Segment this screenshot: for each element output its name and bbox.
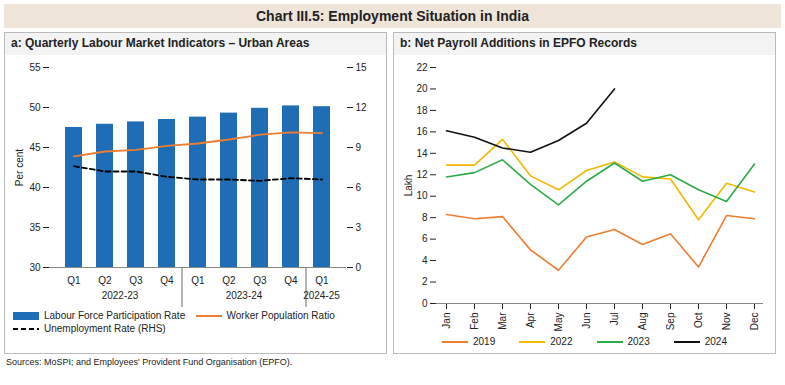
svg-text:Q1: Q1	[315, 275, 329, 286]
svg-text:16: 16	[416, 126, 428, 137]
svg-text:Mar: Mar	[497, 312, 508, 330]
svg-text:Sep: Sep	[665, 312, 676, 330]
svg-text:Q3: Q3	[129, 275, 143, 286]
html-text:Worker Population Ratio: Worker Population Ratio	[226, 310, 335, 321]
svg-text:6: 6	[422, 233, 428, 244]
svg-text:Lakh: Lakh	[403, 175, 414, 197]
svg-text:Jun: Jun	[581, 313, 592, 329]
svg-text:14: 14	[416, 148, 428, 159]
html-text:2022: 2022	[550, 336, 573, 347]
svg-text:Q3: Q3	[253, 275, 267, 286]
svg-text:18: 18	[416, 105, 428, 116]
svg-text:Q1: Q1	[191, 275, 205, 286]
svg-text:30: 30	[29, 262, 41, 273]
svg-text:Q1: Q1	[67, 275, 81, 286]
svg-text:Jul: Jul	[609, 313, 620, 326]
svg-text:9: 9	[356, 142, 362, 153]
svg-text:15: 15	[356, 62, 368, 73]
svg-text:Apr: Apr	[525, 312, 536, 328]
svg-text:3: 3	[356, 222, 362, 233]
svg-text:Q2: Q2	[98, 275, 112, 286]
html-text:Unemployment Rate (RHS): Unemployment Rate (RHS)	[44, 323, 166, 334]
svg-text:0: 0	[356, 262, 362, 273]
svg-text:2: 2	[422, 276, 428, 287]
svg-text:45: 45	[29, 142, 41, 153]
svg-text:Feb: Feb	[469, 312, 480, 330]
svg-text:12: 12	[416, 169, 428, 180]
svg-text:50: 50	[29, 102, 41, 113]
svg-text:Q4: Q4	[160, 275, 174, 286]
svg-text:0: 0	[422, 298, 428, 309]
svg-text:Q4: Q4	[284, 275, 298, 286]
svg-text:Jan: Jan	[441, 313, 452, 329]
html-text:2023: 2023	[627, 336, 650, 347]
svg-text:Dec: Dec	[749, 313, 760, 331]
svg-text:12: 12	[356, 102, 368, 113]
html-text:2019: 2019	[473, 336, 496, 347]
svg-text:10: 10	[416, 190, 428, 201]
svg-text:35: 35	[29, 222, 41, 233]
svg-text:Nov: Nov	[721, 313, 732, 331]
svg-text:22: 22	[416, 62, 428, 73]
svg-text:40: 40	[29, 182, 41, 193]
html-text:b: Net Payroll Additions in EP: b: Net Payroll Additions in EPFO Records	[400, 36, 637, 50]
svg-text:2023-24: 2023-24	[226, 290, 263, 301]
svg-text:8: 8	[422, 212, 428, 223]
svg-text:20: 20	[416, 83, 428, 94]
svg-text:Oct: Oct	[693, 312, 704, 328]
html-text:Labour Force Participation Rat: Labour Force Participation Rate	[44, 310, 186, 321]
svg-text:55: 55	[29, 62, 41, 73]
html-text:a: Quarterly Labour Market Ind: a: Quarterly Labour Market Indicators – …	[11, 36, 310, 50]
html-text:2024: 2024	[704, 336, 727, 347]
html-text:Sources: MoSPI; and Employees': Sources: MoSPI; and Employees' Provident…	[6, 357, 293, 367]
svg-text:2022-23: 2022-23	[102, 290, 139, 301]
svg-text:Q2: Q2	[222, 275, 236, 286]
html-text:Chart III.5: Employment Situat: Chart III.5: Employment Situation in Ind…	[256, 8, 529, 24]
svg-text:Per cent: Per cent	[14, 149, 25, 186]
svg-text:6: 6	[356, 182, 362, 193]
svg-text:4: 4	[422, 255, 428, 266]
svg-text:May: May	[553, 313, 564, 332]
svg-text:Aug: Aug	[637, 313, 648, 331]
svg-text:2024-25: 2024-25	[303, 290, 340, 301]
